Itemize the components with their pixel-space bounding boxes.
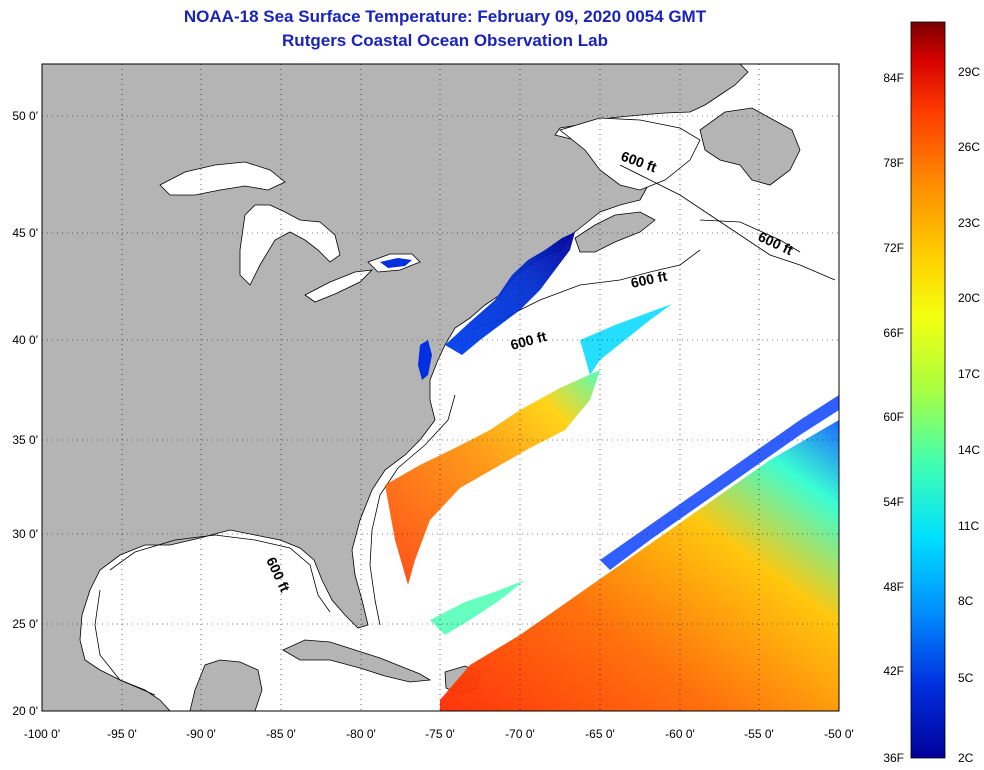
colorbar-f-label: 60F	[883, 410, 904, 424]
lon-label: -55 0'	[744, 727, 774, 741]
lon-label: -90 0'	[186, 727, 216, 741]
lon-label: -95 0'	[107, 727, 137, 741]
lat-label: 25 0'	[12, 617, 38, 631]
lat-label: 20 0'	[12, 704, 38, 718]
sst-gulf-stream-patch	[385, 370, 600, 585]
colorbar-celsius-labels: 29C 26C 23C 20C 17C 14C 11C 8C 5C 2C	[958, 65, 980, 765]
longitude-axis: -100 0' -95 0' -90 0' -85 0' -80 0' -75 …	[24, 727, 854, 741]
gulf-st-lawrence	[559, 117, 701, 191]
lat-label: 50 0'	[12, 109, 38, 123]
colorbar-c-label: 29C	[958, 65, 980, 79]
colorbar-c-label: 23C	[958, 216, 980, 230]
land-nova-scotia	[574, 211, 656, 253]
map-title: NOAA-18 Sea Surface Temperature: Februar…	[183, 7, 707, 26]
map-subtitle: Rutgers Coastal Ocean Observation Lab	[282, 31, 608, 50]
colorbar-fahrenheit-labels: 84F 78F 72F 66F 60F 54F 48F 42F 36F	[883, 71, 904, 765]
isobath-label-georges-bank: 600 ft	[629, 268, 668, 291]
colorbar-f-label: 66F	[883, 326, 904, 340]
colorbar-f-label: 48F	[883, 580, 904, 594]
chesapeake-bay	[418, 340, 432, 380]
map-frame	[41, 63, 840, 712]
colorbar-c-label: 11C	[958, 519, 979, 533]
colorbar-c-label: 26C	[958, 140, 980, 154]
colorbar-c-label: 5C	[958, 671, 974, 685]
lon-label: -60 0'	[665, 727, 695, 741]
lake-michigan-huron	[239, 204, 341, 286]
temperature-colorbar	[910, 21, 946, 759]
sst-southeast-patch	[440, 420, 839, 711]
lat-label: 45 0'	[12, 226, 38, 240]
land-yucatan	[189, 659, 263, 711]
lake-superior	[159, 161, 286, 196]
colorbar-c-label: 17C	[958, 367, 980, 381]
lon-label: -75 0'	[425, 727, 455, 741]
lat-label: 35 0'	[12, 433, 38, 447]
sst-cold-front-edge	[600, 395, 839, 570]
lat-label: 30 0'	[12, 527, 38, 541]
latitude-axis: 50 0' 45 0' 40 0' 35 0' 30 0' 25 0' 20 0…	[12, 109, 38, 718]
lon-label: -80 0'	[346, 727, 376, 741]
colorbar-f-label: 54F	[883, 495, 904, 509]
colorbar-f-label: 42F	[883, 664, 904, 678]
colorbar-f-label: 78F	[883, 156, 904, 170]
sst-coastal-cold-band	[445, 232, 575, 355]
colorbar-f-label: 72F	[883, 241, 904, 255]
lon-label: -100 0'	[24, 727, 60, 741]
lake-ontario-sst	[380, 258, 412, 268]
sst-bahamas-strip	[430, 580, 525, 635]
lon-label: -70 0'	[505, 727, 535, 741]
colorbar-f-label: 84F	[883, 71, 904, 85]
colorbar-f-label: 36F	[883, 751, 904, 765]
colorbar-c-label: 2C	[958, 751, 974, 765]
lon-label: -85 0'	[266, 727, 296, 741]
land-newfoundland	[699, 107, 801, 186]
sst-swath	[385, 232, 839, 711]
colorbar-c-label: 20C	[958, 291, 980, 305]
colorbar-c-label: 8C	[958, 594, 974, 608]
lat-label: 40 0'	[12, 333, 38, 347]
lon-label: -50 0'	[824, 727, 854, 741]
colorbar-c-label: 14C	[958, 443, 980, 457]
sst-shelf-cyan	[580, 304, 672, 375]
lake-erie	[304, 269, 374, 303]
land-cuba	[282, 639, 432, 683]
land-north-america	[42, 64, 749, 711]
lon-label: -65 0'	[585, 727, 615, 741]
